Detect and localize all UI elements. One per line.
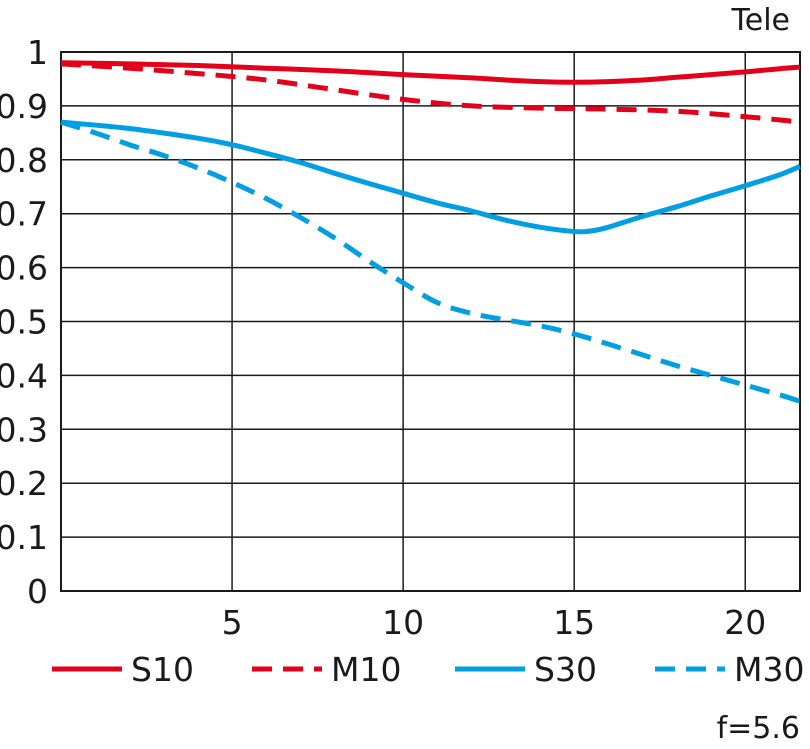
chart-title: Tele: [731, 3, 790, 38]
chart-tick-labels: 00.10.20.30.40.50.60.70.80.915 10 15 20: [0, 33, 766, 642]
legend-label-m10: M10: [331, 650, 401, 689]
y-tick-label: 0.1: [0, 518, 48, 557]
y-tick-label: 0.5: [0, 303, 48, 342]
legend-label-m30: M30: [734, 650, 804, 689]
y-tick-label: 0.2: [0, 464, 48, 503]
chart-series-group: [60, 60, 801, 404]
x-tick-label: 15: [553, 603, 595, 642]
series-line-m30: [60, 119, 801, 404]
legend-label-s10: S10: [131, 650, 194, 689]
y-tick-label: 0.8: [0, 141, 48, 180]
y-tick-label: 0.6: [0, 249, 48, 288]
chart-grid: [60, 51, 801, 592]
y-tick-label: 0.7: [0, 195, 48, 234]
x-tick-label: 10: [382, 603, 424, 642]
y-tick-label: 0.9: [0, 87, 48, 126]
legend-label-s30: S30: [534, 650, 597, 689]
series-line-s30: [60, 119, 801, 235]
series-line-m10: [60, 61, 801, 125]
y-tick-label: 0.4: [0, 356, 48, 395]
x-tick-label: 20: [724, 603, 766, 642]
plot-frame: [60, 51, 801, 592]
y-tick-label: 1: [27, 33, 48, 72]
y-tick-label: 0: [27, 572, 48, 611]
series-line-s10: [60, 60, 801, 85]
chart-legend: S10 M10 S30 M30: [52, 650, 804, 689]
aperture-label: f=5.6: [717, 711, 800, 746]
x-tick-label: 5: [222, 603, 243, 642]
y-tick-label: 0.3: [0, 410, 48, 449]
